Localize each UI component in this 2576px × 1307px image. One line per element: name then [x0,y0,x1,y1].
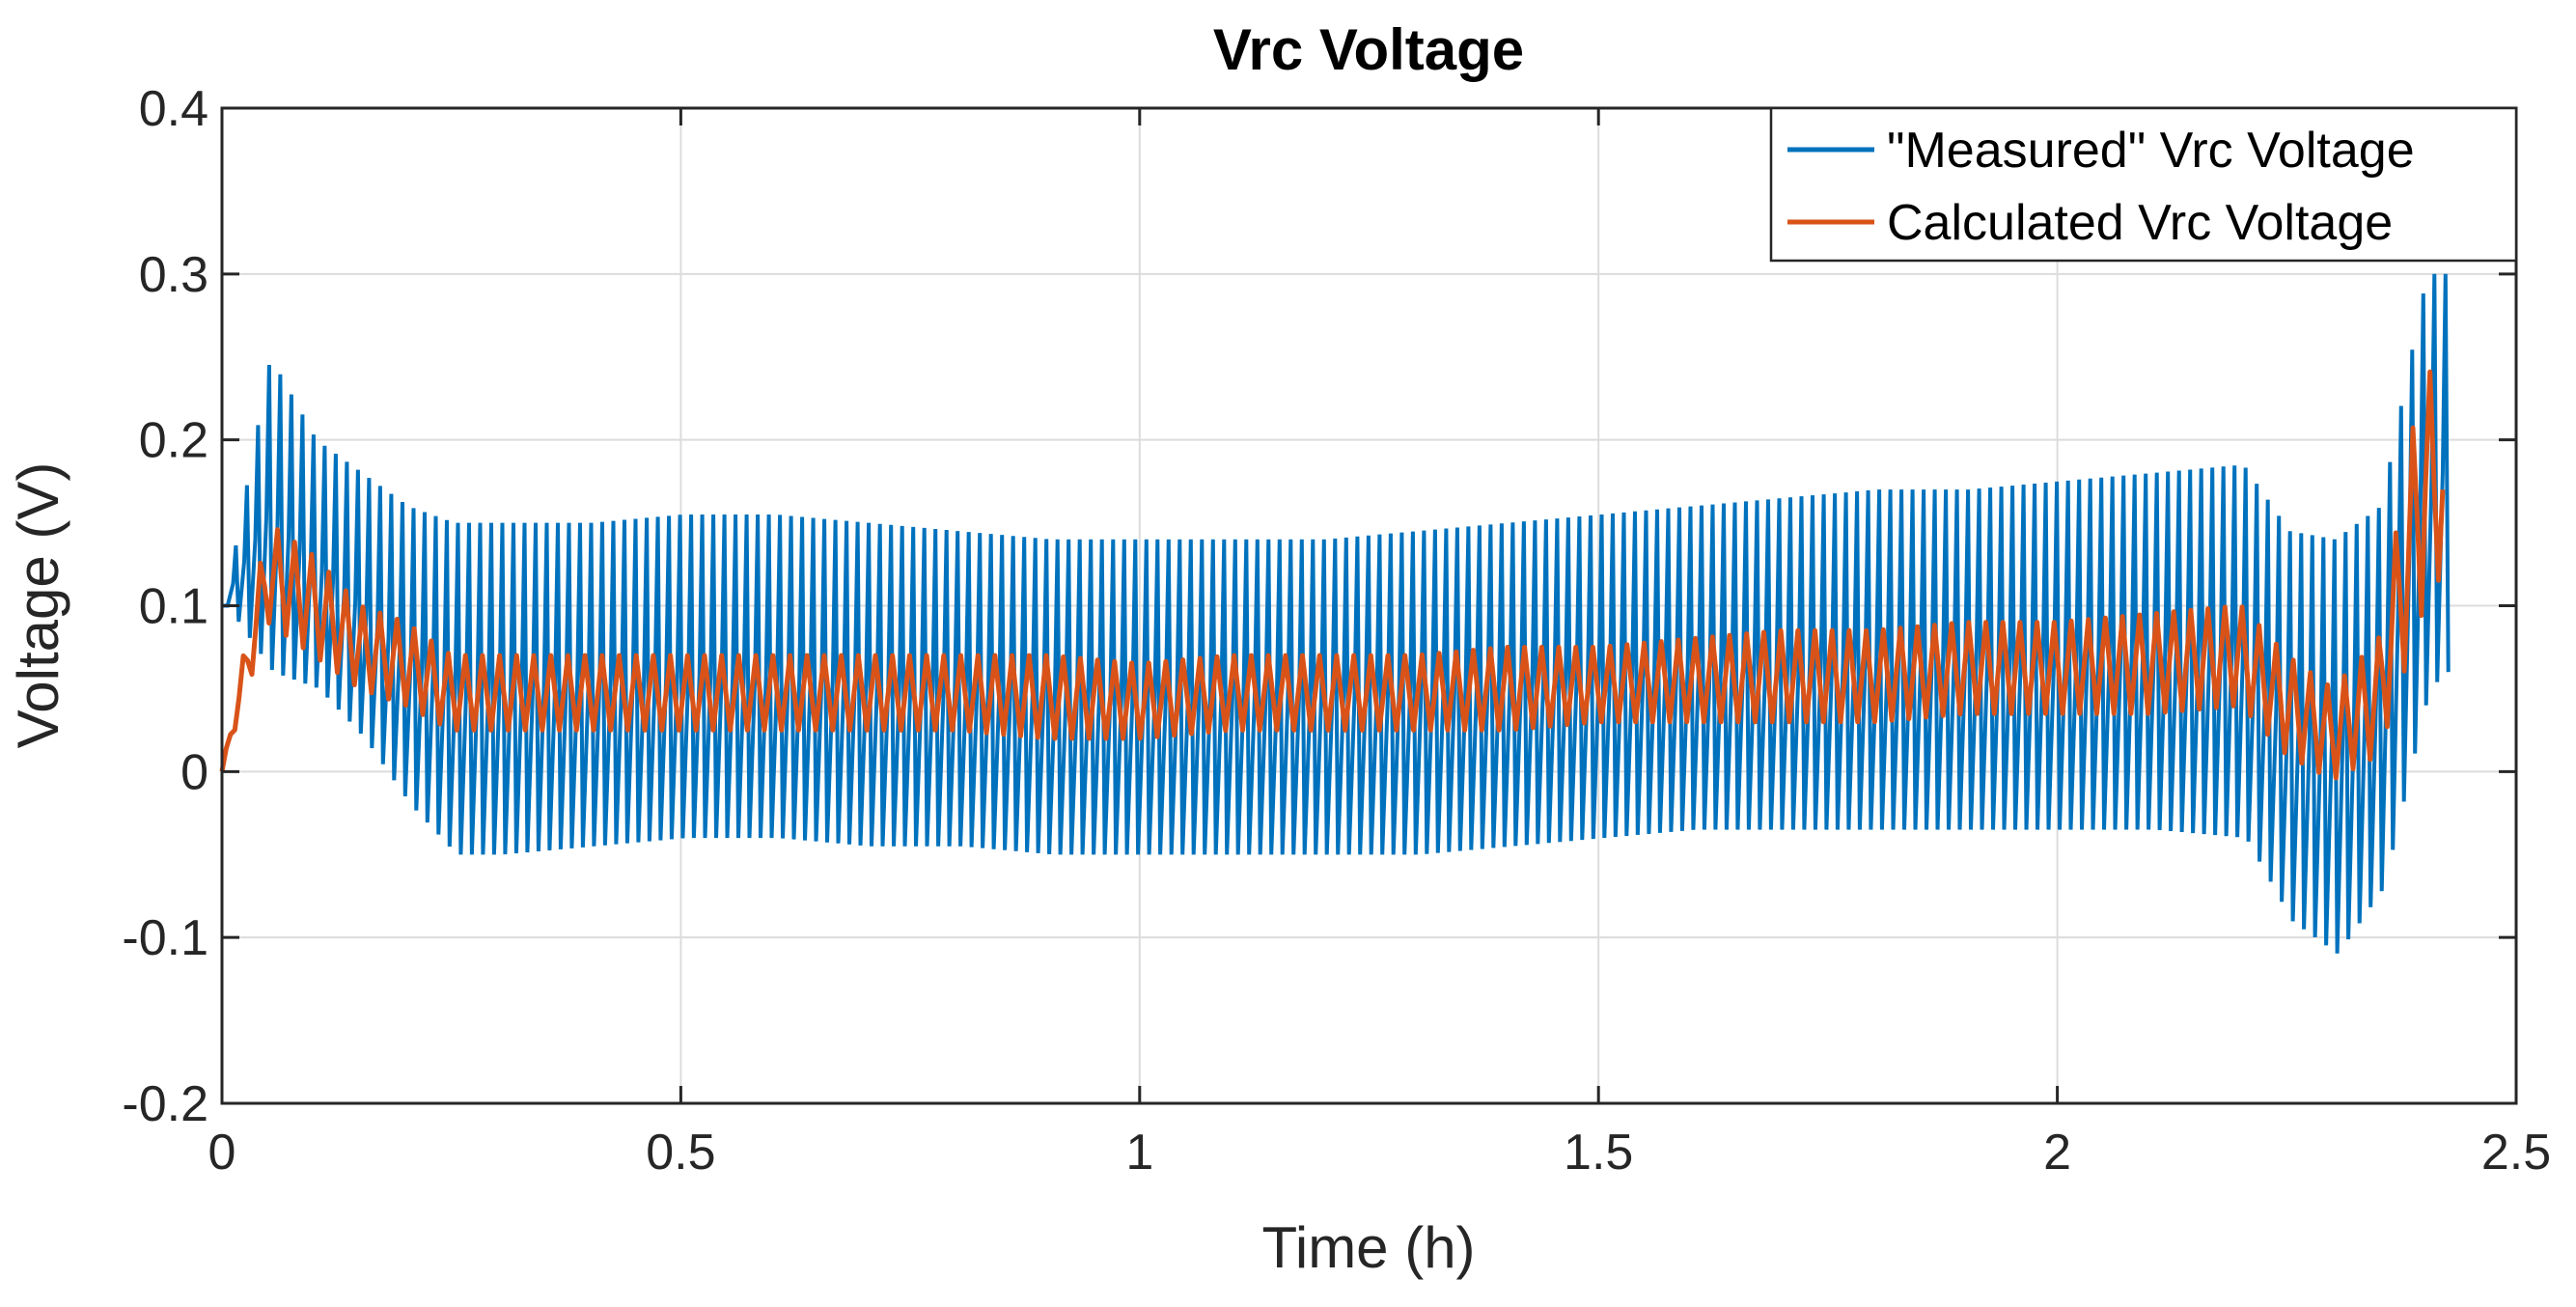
y-tick-label: 0.4 [139,81,208,137]
y-tick-label: 0.1 [139,579,208,635]
y-axis-label: Voltage (V) [6,462,70,749]
legend-label-measured: "Measured" Vrc Voltage [1887,123,2415,179]
ticks: 0 0.5 1 1.5 2 2.5 -0.2 -0.1 0 0.1 0.2 0.3 0.4 [122,81,2551,1181]
legend: "Measured" Vrc Voltage Calculated Vrc Vo… [1769,106,2518,263]
y-tick-label: 0.3 [139,247,208,303]
y-tick-label: -0.2 [122,1076,208,1132]
x-tick-label: 2 [2043,1125,2071,1181]
x-tick-label: 1 [1125,1125,1153,1181]
chart-title: Vrc Voltage [1213,17,1524,82]
legend-label-calculated: Calculated Vrc Voltage [1887,195,2393,251]
series-layer [219,273,2451,954]
series-measured-line [222,273,2451,954]
x-tick-label: 2.5 [2481,1125,2551,1181]
series-calculated-line [219,369,2446,781]
y-tick-label: 0 [180,744,208,800]
y-tick-label: -0.1 [122,910,208,966]
y-tick-label: 0.2 [139,413,208,469]
x-tick-label: 0 [208,1125,236,1181]
legend-box [1769,106,2518,263]
x-tick-label: 1.5 [1564,1125,1633,1181]
x-tick-label: 0.5 [646,1125,715,1181]
x-axis-label: Time (h) [1261,1215,1475,1280]
